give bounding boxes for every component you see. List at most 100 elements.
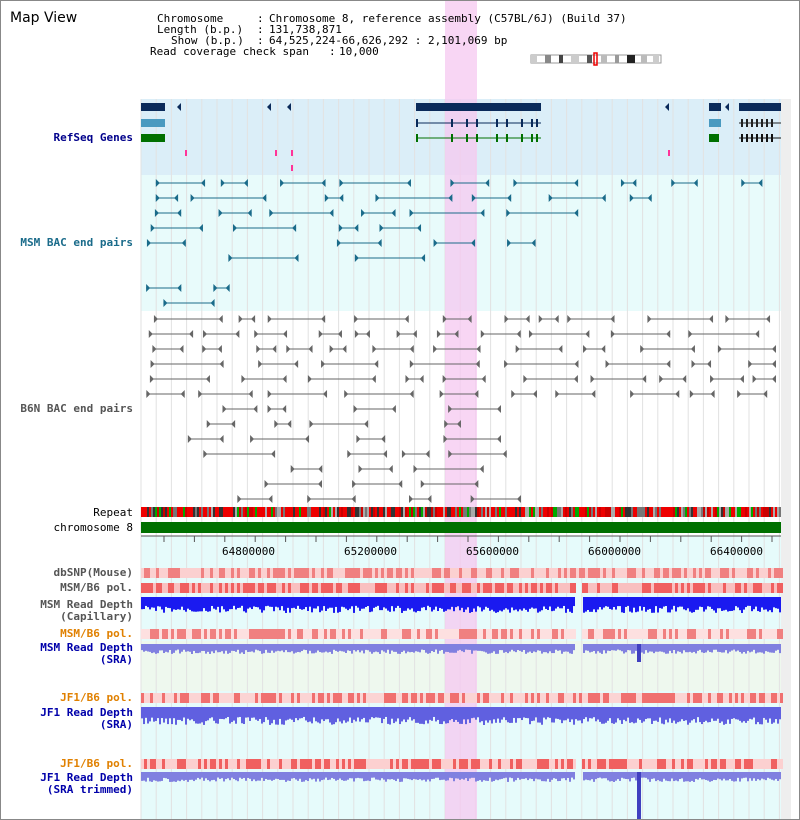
depth-bar xyxy=(583,644,585,653)
depth-bar xyxy=(649,772,651,782)
depth-bar xyxy=(345,707,347,723)
heat-strip-cell xyxy=(486,568,489,578)
heat-strip-cell xyxy=(246,629,249,639)
jf1-read-depth-trimmed-label[interactable]: JF1 Read Depth (SRA trimmed) xyxy=(40,771,133,796)
msm-bac-label[interactable]: MSM BAC end pairs xyxy=(20,236,133,249)
depth-bar xyxy=(337,644,339,652)
heat-strip-cell xyxy=(297,629,300,639)
heat-strip-cell xyxy=(204,759,207,769)
repeat-tick xyxy=(241,507,243,517)
depth-bar xyxy=(673,707,675,721)
gene-block xyxy=(141,103,165,111)
bac-end-marker xyxy=(610,315,615,323)
depth-bar xyxy=(301,644,303,652)
jf1-read-depth-sra-label[interactable]: JF1 Read Depth (SRA) xyxy=(40,706,133,731)
depth-bar xyxy=(331,707,333,725)
repeat-tick xyxy=(189,507,191,517)
bac-end-marker xyxy=(253,405,258,413)
bac-end-marker xyxy=(202,345,207,353)
depth-bar xyxy=(145,644,147,651)
refseq-genes-label[interactable]: RefSeq Genes xyxy=(53,131,133,144)
bac-end-marker xyxy=(401,450,406,458)
heat-strip-cell xyxy=(219,759,222,769)
heat-strip-cell xyxy=(714,693,717,703)
repeat-tick xyxy=(667,507,669,517)
bac-end-marker xyxy=(180,390,185,398)
depth-bar xyxy=(463,644,465,653)
heat-strip-cell xyxy=(591,629,594,639)
heat-strip-cell xyxy=(534,568,537,578)
heat-strip-cell xyxy=(180,583,183,593)
depth-bar xyxy=(601,772,603,779)
heat-strip-cell xyxy=(249,693,252,703)
depth-bar xyxy=(757,772,759,780)
msm-read-depth-sra-label[interactable]: MSM Read Depth (SRA) xyxy=(40,641,133,666)
heat-strip-cell xyxy=(717,568,720,578)
heat-strip-cell xyxy=(756,629,759,639)
dbsnp-label[interactable]: dbSNP(Mouse) xyxy=(53,566,133,579)
b6n-bac-label[interactable]: B6N BAC end pairs xyxy=(20,402,133,415)
heat-strip-cell xyxy=(387,583,390,593)
depth-bar xyxy=(703,772,705,780)
depth-bar xyxy=(255,644,257,650)
gene-exon xyxy=(766,134,768,142)
depth-bar xyxy=(683,772,685,782)
heat-strip-cell xyxy=(381,759,384,769)
depth-bar xyxy=(353,772,355,782)
depth-bar xyxy=(511,707,513,723)
bac-end-marker xyxy=(532,390,537,398)
heat-strip-cell xyxy=(639,693,642,703)
depth-bar xyxy=(423,772,425,780)
repeat-tick xyxy=(207,507,209,517)
heat-strip-cell xyxy=(762,693,765,703)
heat-strip-cell xyxy=(576,568,579,578)
bac-end-marker xyxy=(444,420,449,428)
heat-strip-cell xyxy=(552,759,555,769)
depth-bar xyxy=(271,644,273,651)
depth-bar xyxy=(673,597,675,606)
repeat-tick xyxy=(153,507,155,517)
msm-read-depth-capillary-label[interactable]: MSM Read Depth (Capillary) xyxy=(40,598,133,623)
depth-bar xyxy=(641,644,643,653)
heat-strip-cell xyxy=(183,583,186,593)
depth-bar xyxy=(265,772,267,779)
depth-bar xyxy=(275,644,277,652)
repeat-tick xyxy=(303,507,305,517)
depth-bar xyxy=(719,597,721,609)
depth-bar xyxy=(411,707,413,721)
msm-b6-pol-label[interactable]: MSM/B6 pol. xyxy=(60,581,133,594)
depth-bar xyxy=(341,772,343,781)
depth-bar xyxy=(735,707,737,720)
heat-strip-cell xyxy=(363,568,366,578)
heat-strip-cell xyxy=(243,629,246,639)
msm-b6-pol-sra-label[interactable]: MSM/B6 pol. xyxy=(60,627,133,640)
heat-strip-cell xyxy=(357,629,360,639)
heat-strip-cell xyxy=(279,568,282,578)
heat-strip-cell xyxy=(297,583,300,593)
repeat-tick xyxy=(517,507,519,517)
repeat-tick xyxy=(265,507,267,517)
depth-bar xyxy=(397,707,399,719)
bac-end-marker xyxy=(647,194,652,202)
depth-bar xyxy=(263,772,265,781)
bac-end-marker xyxy=(417,224,422,232)
repeat-tick xyxy=(165,507,167,517)
depth-bar xyxy=(259,707,261,719)
depth-bar xyxy=(171,707,173,725)
jf1-b6-pol-trimmed-label[interactable]: JF1/B6 pol. xyxy=(60,757,133,770)
heat-strip-cell xyxy=(360,693,363,703)
depth-bar xyxy=(757,644,759,653)
depth-bar xyxy=(509,772,511,778)
depth-bar xyxy=(265,707,267,718)
depth-bar xyxy=(647,597,649,610)
heat-strip-cell xyxy=(171,693,174,703)
jf1-b6-pol-label[interactable]: JF1/B6 pol. xyxy=(60,691,133,704)
depth-bar xyxy=(729,707,731,724)
depth-bar xyxy=(777,597,779,609)
depth-bar xyxy=(171,597,173,612)
depth-bar xyxy=(397,772,399,779)
heat-strip-cell xyxy=(672,568,675,578)
repeat-tick xyxy=(437,507,439,517)
heat-strip-cell xyxy=(312,629,315,639)
